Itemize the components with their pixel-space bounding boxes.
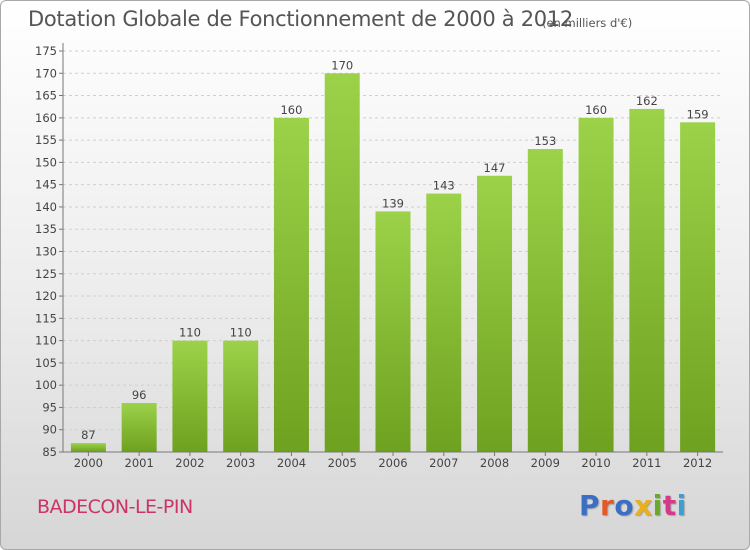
bar-2006 <box>375 211 411 452</box>
data-label-2007: 143 <box>433 179 455 193</box>
bar-2012 <box>680 122 716 453</box>
data-label-2011: 162 <box>636 94 658 108</box>
bar-2001 <box>121 402 157 452</box>
y-tick-label: 140 <box>35 200 57 214</box>
y-tick-label: 100 <box>35 378 57 392</box>
logo-letter: r <box>600 489 615 522</box>
x-tick-label: 2010 <box>581 456 610 470</box>
chart-unit: (en milliers d'€) <box>542 16 633 30</box>
y-tick-label: 95 <box>42 400 57 414</box>
x-tick-label: 2012 <box>683 456 712 470</box>
x-tick-label: 2006 <box>378 456 407 470</box>
x-tick-label: 2004 <box>277 456 306 470</box>
y-tick-label: 175 <box>35 44 57 58</box>
data-label-2010: 160 <box>585 103 607 117</box>
bar-2009 <box>527 149 563 452</box>
chart-title: Dotation Globale de Fonctionnement de 20… <box>28 7 573 31</box>
logo-letter: x <box>634 489 653 522</box>
y-tick-label: 135 <box>35 222 57 236</box>
x-tick-label: 2005 <box>328 456 357 470</box>
y-tick-label: 155 <box>35 133 57 147</box>
data-label-2009: 153 <box>534 134 556 148</box>
data-label-2002: 110 <box>179 326 201 340</box>
x-tick-label: 2008 <box>480 456 509 470</box>
axis-layer: 85 90 95 100 105 110 115 120 125 130 135 140 145 150 1… <box>35 43 723 470</box>
bar-2011 <box>629 108 665 452</box>
x-tick-label: 2001 <box>125 456 154 470</box>
bar-2010 <box>578 117 614 452</box>
y-tick-label: 115 <box>35 311 57 325</box>
y-tick-label: 125 <box>35 267 57 281</box>
data-label-2005: 170 <box>331 58 353 72</box>
x-tick-label: 2009 <box>531 456 560 470</box>
data-label-2003: 110 <box>230 326 252 340</box>
y-tick-label: 105 <box>35 356 57 370</box>
x-tick-label: 2007 <box>429 456 458 470</box>
bar-2007 <box>426 193 462 453</box>
bar-2003 <box>223 340 259 452</box>
data-label-2000: 87 <box>81 428 96 442</box>
y-tick-label: 170 <box>35 66 57 80</box>
logo-letter: o <box>614 489 635 522</box>
y-tick-label: 120 <box>35 289 57 303</box>
proxiti-logo[interactable]: Proxiti <box>579 489 687 522</box>
logo-letter: P <box>579 489 601 522</box>
y-tick-label: 85 <box>42 445 57 459</box>
x-tick-label: 2003 <box>226 456 255 470</box>
x-tick-label: 2002 <box>175 456 204 470</box>
bar-2004 <box>273 117 309 452</box>
data-label-2008: 147 <box>484 161 506 175</box>
bar-2005 <box>324 73 360 453</box>
y-tick-label: 90 <box>42 423 57 437</box>
data-label-2001: 96 <box>132 388 147 402</box>
x-tick-label: 2000 <box>74 456 103 470</box>
bars-layer: 87 96 110 110 160 170 139 143 147 153 160 162 159 <box>70 58 716 453</box>
data-label-2006: 139 <box>382 196 404 210</box>
bar-2000 <box>70 443 106 452</box>
data-label-2012: 159 <box>687 107 709 121</box>
logo-letter: i <box>676 489 687 522</box>
y-tick-label: 165 <box>35 89 57 103</box>
y-tick-label: 110 <box>35 334 57 348</box>
commune-name: BADECON-LE-PIN <box>37 496 193 518</box>
y-tick-label: 160 <box>35 111 57 125</box>
logo-letter: i <box>652 489 663 522</box>
data-label-2004: 160 <box>280 103 302 117</box>
y-tick-label: 130 <box>35 245 57 259</box>
y-tick-label: 145 <box>35 178 57 192</box>
x-tick-label: 2011 <box>632 456 661 470</box>
bar-2008 <box>477 175 513 452</box>
y-tick-label: 150 <box>35 155 57 169</box>
bar-2002 <box>172 340 208 452</box>
logo-letter: t <box>662 489 677 522</box>
